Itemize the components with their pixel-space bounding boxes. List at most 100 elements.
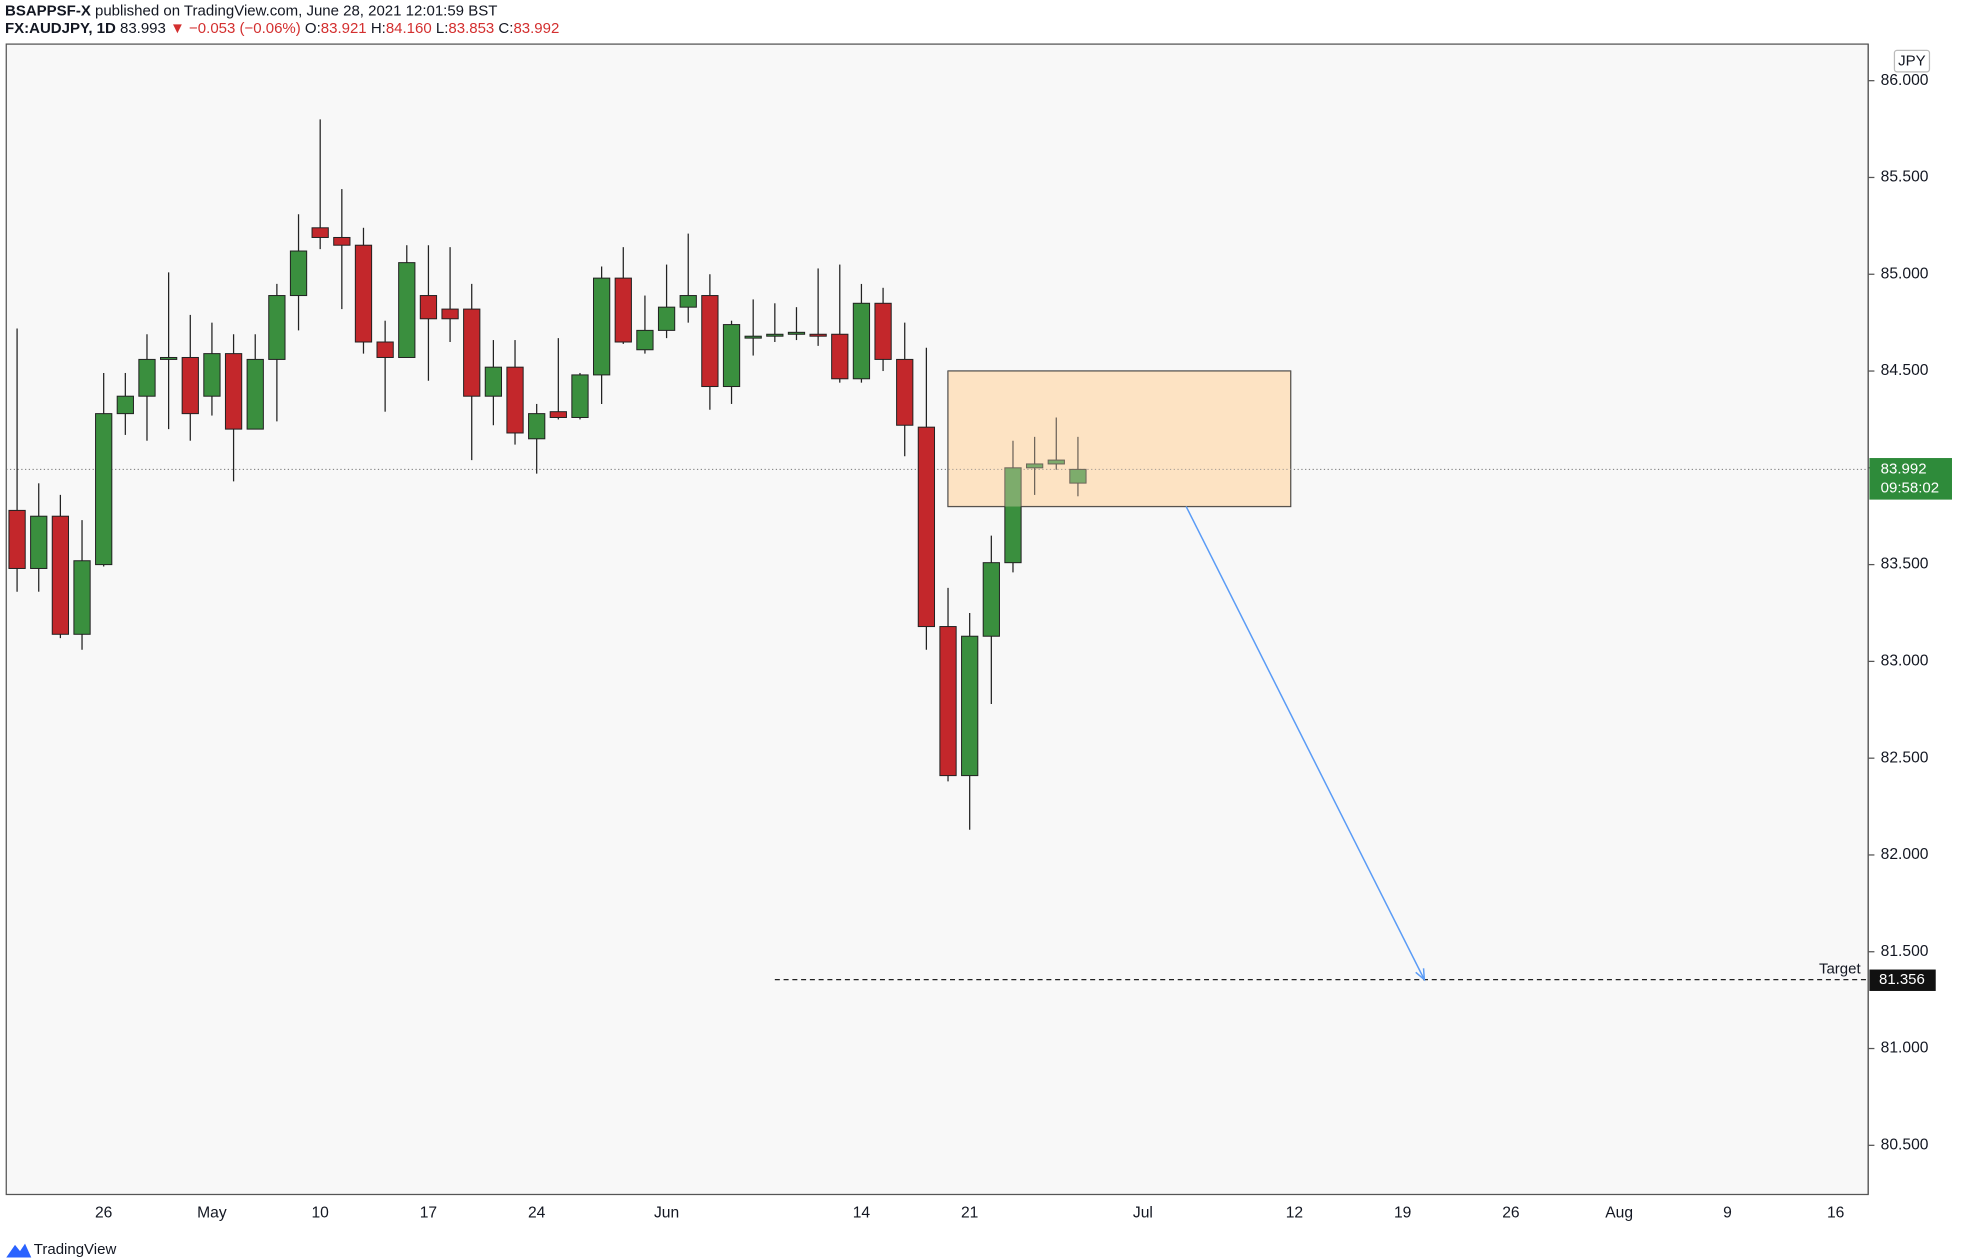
candle-body [159, 356, 178, 360]
last-price: 83.993 [120, 20, 166, 37]
y-tick-label: 83.500 [1881, 556, 1929, 573]
candle-body [51, 515, 70, 635]
candle-body [289, 250, 308, 297]
candle-body [203, 353, 221, 397]
candle-body [744, 335, 762, 339]
candle-body [311, 227, 329, 238]
candle-body [8, 509, 26, 569]
candle-body [852, 302, 871, 380]
x-tick-label: 14 [853, 1204, 871, 1221]
candle-body [376, 341, 394, 358]
x-tick-label: 26 [95, 1204, 113, 1221]
target-tag [1869, 969, 1936, 991]
candle-body [73, 560, 91, 635]
candle-body [982, 562, 1000, 637]
candle-body [592, 277, 611, 376]
candle-body [95, 413, 113, 566]
high-value: 84.160 [386, 20, 432, 37]
arrow-head [1415, 968, 1426, 982]
y-tick-label: 82.000 [1881, 846, 1929, 863]
y-tick-label: 80.500 [1881, 1136, 1929, 1153]
candle-body [224, 353, 243, 430]
candle-body [939, 626, 957, 777]
open-value: 83.921 [321, 20, 367, 37]
candle-body [1047, 459, 1065, 465]
x-tick-label: 19 [1394, 1204, 1411, 1221]
x-tick-label: 16 [1827, 1204, 1845, 1221]
currency: JPY [1898, 53, 1926, 70]
close-value: 83.992 [513, 20, 559, 37]
candle-body [441, 308, 459, 320]
x-tick-label: Aug [1605, 1204, 1633, 1221]
candle-body [138, 358, 156, 397]
candle-body [181, 356, 199, 415]
high-label: H: [371, 20, 386, 37]
currency-box [1893, 49, 1931, 73]
candle-body [484, 366, 503, 397]
candle-body [116, 395, 134, 415]
open-label: O: [305, 20, 321, 37]
candle-body [30, 515, 48, 569]
candle-body [874, 302, 892, 360]
y-tick-label: 81.500 [1881, 943, 1929, 960]
candle-body [333, 236, 351, 246]
header-line-2: FX:AUDJPY, 1D 83.993 ▼ −0.053 (−0.06%) O… [5, 20, 559, 37]
candle-body [896, 358, 914, 426]
x-tick-label: 17 [420, 1204, 437, 1221]
candle-body [701, 295, 719, 388]
price-tag-label: 83.992 [1881, 460, 1927, 477]
published: published on TradingView.com, June 28, 2… [95, 2, 497, 19]
close-label: C: [498, 20, 513, 37]
candle-body [268, 295, 286, 360]
low-value: 83.853 [448, 20, 494, 37]
logo-icon [6, 1243, 32, 1258]
x-tick-label: May [197, 1204, 227, 1221]
x-tick-label: 21 [961, 1204, 978, 1221]
candle-body [398, 262, 416, 358]
candle-body [1004, 467, 1022, 564]
y-tick-label: 85.000 [1881, 265, 1929, 282]
price-tag-countdown: 09:58:02 [1881, 479, 1939, 496]
candle-body [419, 295, 438, 320]
y-tick-label: 86.000 [1881, 72, 1929, 89]
price-tag [1869, 458, 1952, 500]
x-tick-label: 26 [1502, 1204, 1520, 1221]
footer-brand: TradingView [34, 1241, 117, 1258]
x-tick-label: 9 [1723, 1204, 1732, 1221]
candle-body [657, 306, 676, 331]
plot-area [5, 43, 1869, 1196]
zone-overlay [948, 371, 1291, 507]
candle-body [831, 333, 849, 380]
candle-body [571, 374, 589, 418]
header-line-1: BSAPPSF-X published on TradingView.com, … [5, 2, 497, 19]
candle-body [528, 413, 546, 440]
symbol: FX:AUDJPY, 1D [5, 20, 116, 37]
candle-body [766, 333, 784, 337]
change: ▼ −0.053 (−0.06%) [170, 20, 301, 37]
x-tick-label: 10 [311, 1204, 329, 1221]
target-tag-label: 81.356 [1879, 971, 1925, 988]
x-tick-label: 24 [528, 1204, 546, 1221]
candle-body [246, 358, 264, 430]
author: BSAPPSF-X [5, 2, 91, 19]
candle-body [809, 333, 827, 337]
y-tick-label: 84.500 [1881, 362, 1929, 379]
candle-body [636, 329, 654, 351]
target-name: Target [1819, 960, 1861, 977]
candle-body [614, 277, 632, 343]
candle-body [1069, 468, 1087, 484]
candle-body [917, 426, 936, 628]
y-tick-label: 82.500 [1881, 749, 1929, 766]
candle-body [787, 331, 806, 335]
candle-body [506, 366, 524, 434]
candle-body [722, 324, 741, 388]
y-tick-label: 81.000 [1881, 1040, 1929, 1057]
projection-arrow [1185, 506, 1425, 980]
y-tick-label: 85.500 [1881, 169, 1929, 186]
candle-body [679, 295, 697, 308]
candle-body [549, 411, 567, 418]
x-tick-label: Jul [1133, 1204, 1153, 1221]
candle-body [354, 244, 373, 343]
